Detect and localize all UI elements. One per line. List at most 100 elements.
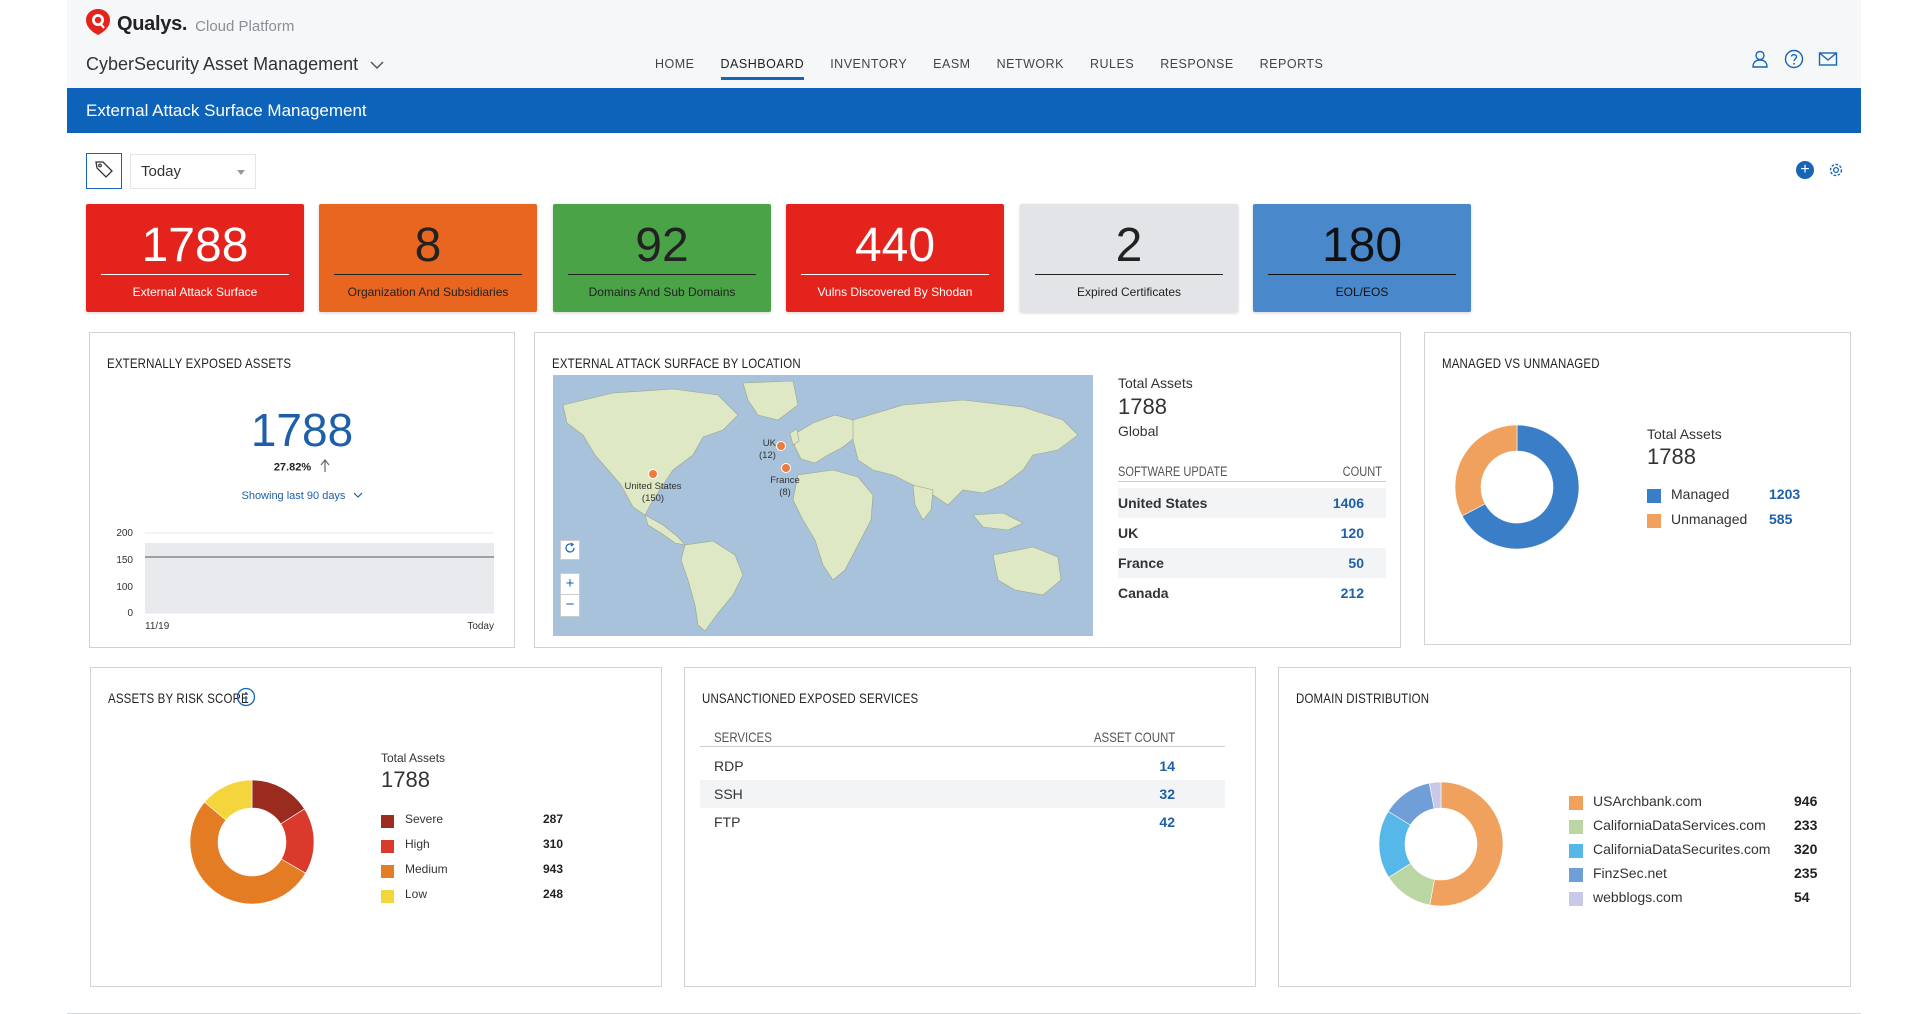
nav-reports[interactable]: REPORTS [1259, 57, 1324, 71]
module-switcher[interactable]: CyberSecurity Asset Management [86, 54, 384, 75]
table-row[interactable]: United States 1406 [1118, 488, 1386, 518]
map-marker-united-states[interactable] [648, 469, 658, 479]
legend-swatch [381, 815, 394, 828]
map-zoom-in-button[interactable]: + [560, 573, 580, 595]
donut-slice-unmanaged[interactable] [1454, 424, 1518, 517]
map-zoom-out-button[interactable]: − [560, 595, 580, 617]
legend-item[interactable]: USArchbank.com 946 [1569, 793, 1824, 817]
donut-slice-webblogs-com[interactable] [1428, 781, 1442, 809]
donut-slice-managed[interactable] [1461, 424, 1580, 550]
domain-donut-chart[interactable] [1377, 780, 1505, 908]
table-row[interactable]: France 50 [1118, 548, 1386, 578]
service-count: 32 [1159, 786, 1175, 802]
legend-item[interactable]: Severe 287 [381, 812, 564, 837]
kpi-value: 92 [635, 219, 689, 272]
marker-count: (12) [759, 450, 776, 461]
tag-icon [94, 159, 114, 184]
legend-item[interactable]: Low 248 [381, 887, 564, 912]
module-name: CyberSecurity Asset Management [86, 54, 359, 74]
nav-home[interactable]: HOME [655, 57, 695, 71]
legend-label: Low [405, 887, 428, 901]
col-count: COUNT [1342, 464, 1382, 479]
legend-item[interactable]: Medium 943 [381, 862, 563, 887]
qualys-logo[interactable]: Qualys. Cloud Platform [85, 8, 294, 41]
kpi-label: Domains And Sub Domains [588, 285, 736, 299]
nav-dashboard[interactable]: DASHBOARD [708, 57, 818, 85]
tag-filter-button[interactable] [86, 153, 122, 189]
legend-item[interactable]: CaliforniaDataServices.com 233 [1569, 817, 1824, 841]
kpi-vulns-shodan[interactable]: 440 Vulns Discovered By Shodan [786, 204, 1004, 312]
legend-item[interactable]: webblogs.com 54 [1569, 889, 1824, 913]
donut-slice-low[interactable] [204, 779, 253, 821]
kpi-organization-subsidiaries[interactable]: 8 Organization And Subsidiaries [319, 204, 537, 312]
info-icon[interactable] [236, 687, 256, 712]
kpi-value: 2 [1115, 219, 1143, 272]
legend-item[interactable]: CaliforniaDataSecurites.com 320 [1569, 841, 1824, 865]
legend-swatch [1647, 489, 1661, 503]
risk-donut-chart[interactable] [188, 778, 316, 906]
domain-legend: USArchbank.com 946 CaliforniaDataServices.… [1569, 793, 1824, 913]
legend-item[interactable]: High 310 [381, 837, 563, 862]
location-panel: EXTERNAL ATTACK SURFACE BY LOCATION [534, 332, 1401, 648]
nav-response[interactable]: RESPONSE [1160, 57, 1234, 71]
panel-title-text: ASSETS BY RISK SCORE [108, 690, 249, 706]
page-title: External Attack Surface Management [86, 101, 367, 120]
add-icon[interactable]: + [1796, 161, 1814, 179]
nav-easm[interactable]: EASM [933, 57, 971, 71]
kpi-external-attack-surface[interactable]: 1788 External Attack Surface [86, 204, 304, 312]
mail-icon[interactable] [1818, 49, 1838, 69]
refresh-icon [564, 541, 576, 559]
legend-swatch [1569, 868, 1583, 882]
kpi-domains-subdomains[interactable]: 92 Domains And Sub Domains [553, 204, 771, 312]
legend-value: 585 [1769, 511, 1793, 527]
nav-rules[interactable]: RULES [1090, 57, 1135, 71]
y-tick-label: 200 [116, 528, 133, 539]
map-marker-uk[interactable] [776, 441, 786, 451]
legend-item[interactable]: Unmanaged 585 [1647, 511, 1817, 536]
table-row[interactable]: FTP 42 [700, 808, 1225, 836]
user-icon[interactable] [1750, 49, 1770, 69]
legend-value: 287 [543, 812, 564, 826]
risk-legend: Severe 287 High 310 Medium 943 Low 248 [381, 812, 564, 912]
help-icon[interactable] [1784, 49, 1804, 69]
table-row[interactable]: SSH 32 [700, 780, 1225, 808]
kpi-label: EOL/EOS [1335, 285, 1389, 299]
services-table: RDP 14 SSH 32 FTP 42 [700, 752, 1225, 836]
nav-network[interactable]: NETWORK [996, 57, 1064, 71]
managed-donut-chart[interactable] [1453, 423, 1581, 551]
country-count: 120 [1340, 525, 1364, 541]
col-asset-count: ASSET COUNT [1093, 729, 1175, 745]
kpi-eol-eos[interactable]: 180 EOL/EOS [1253, 204, 1471, 312]
donut-slice-medium[interactable] [189, 801, 306, 905]
location-table: United States 1406 UK 120 France 50 Cana… [1118, 488, 1386, 608]
legend-value: 1203 [1769, 486, 1801, 502]
kpi-label: Expired Certificates [1076, 285, 1182, 299]
table-row[interactable]: UK 120 [1118, 518, 1386, 548]
x-tick-label: Today [467, 621, 494, 632]
panel-title: DOMAIN DISTRIBUTION [1296, 690, 1430, 706]
panel-title: EXTERNAL ATTACK SURFACE BY LOCATION [552, 355, 801, 371]
map-marker-france[interactable] [781, 463, 791, 473]
table-row[interactable]: RDP 14 [700, 752, 1225, 780]
country-count: 1406 [1332, 495, 1364, 511]
map-refresh-button[interactable] [560, 540, 580, 560]
legend-value: 248 [543, 887, 564, 901]
legend-item[interactable]: FinzSec.net 235 [1569, 865, 1824, 889]
date-range-select[interactable]: Today [130, 154, 256, 189]
donut-slice-usarchbank-com[interactable] [1429, 781, 1504, 907]
world-map[interactable]: + − [553, 375, 1093, 636]
gear-icon[interactable] [1827, 161, 1845, 179]
period-selector[interactable]: Showing last 90 days [90, 490, 514, 502]
kpi-expired-certificates[interactable]: 2 Expired Certificates [1020, 204, 1238, 312]
country-name: UK [1118, 525, 1139, 541]
legend-item[interactable]: Managed 1203 [1647, 486, 1817, 511]
kpi-divider [568, 274, 756, 275]
externally-exposed-panel: EXTERNALLY EXPOSED ASSETS 1788 27.82% Sh… [89, 332, 515, 648]
legend-label: High [405, 837, 430, 851]
nav-inventory[interactable]: INVENTORY [830, 57, 908, 71]
total-assets-label: Total Assets [1647, 426, 1722, 442]
legend-label: CaliforniaDataServices.com [1593, 817, 1766, 833]
table-row[interactable]: Canada 212 [1118, 578, 1386, 608]
legend-swatch [1569, 796, 1583, 810]
managed-panel: MANAGED VS UNMANAGED Total Assets 1788 M… [1424, 332, 1851, 645]
